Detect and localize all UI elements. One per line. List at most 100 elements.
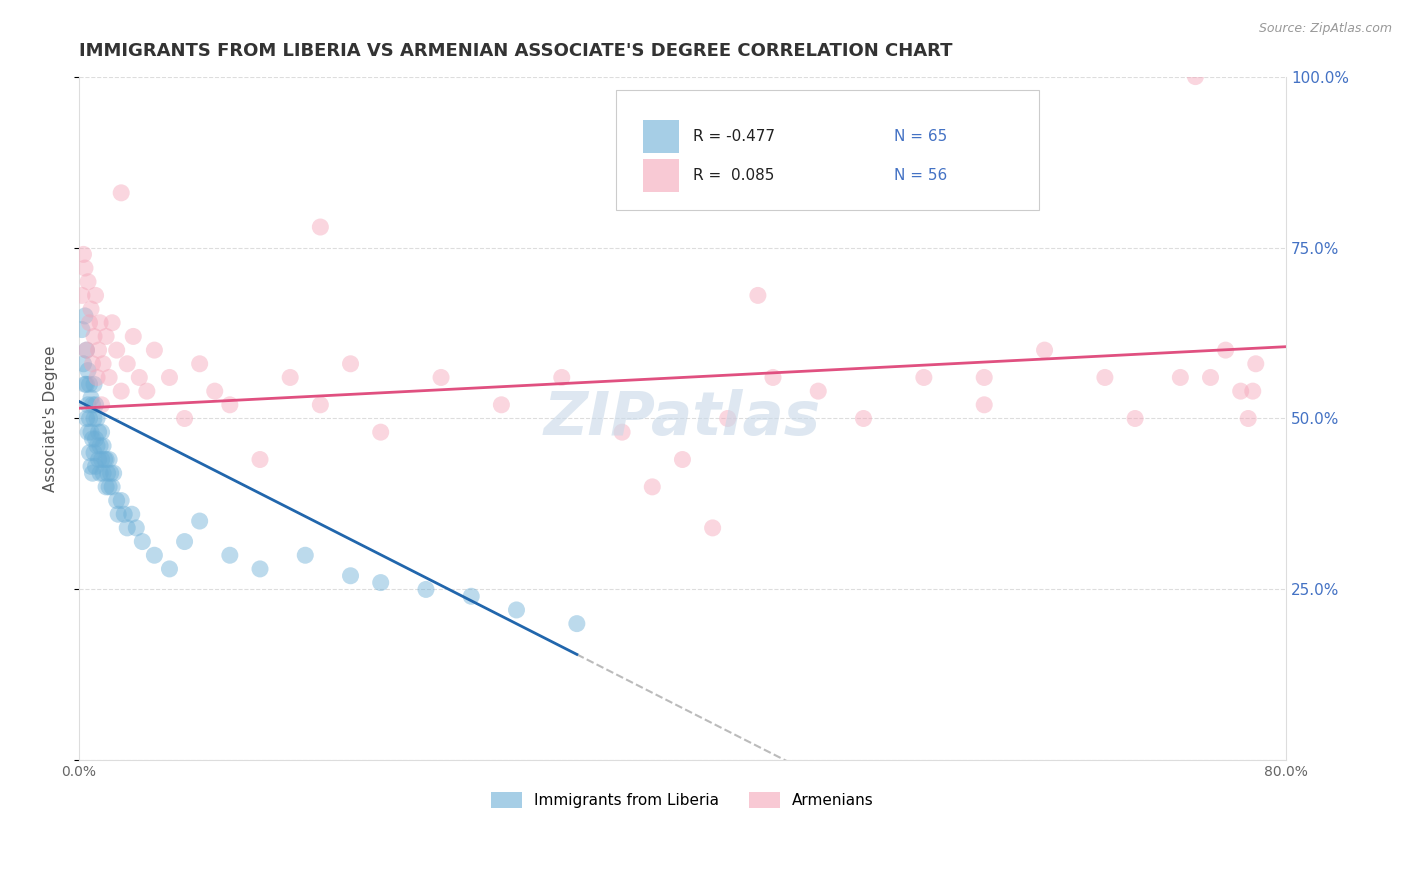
- Point: [188, 514, 211, 528]
- Point: [671, 452, 693, 467]
- Point: [115, 521, 138, 535]
- Point: [105, 493, 128, 508]
- Bar: [643, 160, 679, 192]
- Point: [339, 357, 361, 371]
- Point: [76, 411, 98, 425]
- Legend: Immigrants from Liberia, Armenians: Immigrants from Liberia, Armenians: [485, 786, 880, 814]
- Point: [110, 493, 132, 508]
- Point: [103, 466, 125, 480]
- Point: [84, 288, 107, 302]
- Point: [278, 370, 301, 384]
- Point: [1199, 370, 1222, 384]
- Point: [72, 357, 94, 371]
- Point: [76, 343, 98, 357]
- Point: [702, 521, 724, 535]
- Point: [107, 507, 129, 521]
- Point: [73, 261, 96, 276]
- Point: [93, 452, 115, 467]
- Point: [80, 302, 103, 317]
- Point: [1244, 357, 1267, 371]
- Point: [370, 425, 392, 439]
- Point: [249, 452, 271, 467]
- Point: [79, 316, 101, 330]
- Point: [89, 439, 111, 453]
- Point: [76, 343, 98, 357]
- Point: [100, 466, 122, 480]
- Point: [309, 398, 332, 412]
- Point: [430, 370, 453, 384]
- Point: [1094, 370, 1116, 384]
- Point: [135, 384, 157, 398]
- Point: [79, 445, 101, 459]
- Point: [415, 582, 437, 597]
- Point: [89, 466, 111, 480]
- Point: [77, 398, 100, 412]
- Point: [98, 370, 121, 384]
- Point: [1215, 343, 1237, 357]
- Point: [87, 425, 110, 439]
- Point: [460, 589, 482, 603]
- Point: [852, 411, 875, 425]
- Point: [105, 343, 128, 357]
- Point: [717, 411, 740, 425]
- Point: [159, 562, 181, 576]
- Point: [94, 329, 117, 343]
- Point: [131, 534, 153, 549]
- Point: [76, 377, 98, 392]
- Point: [83, 377, 105, 392]
- Point: [70, 288, 93, 302]
- Point: [83, 445, 105, 459]
- Point: [101, 316, 124, 330]
- Point: [82, 357, 104, 371]
- Point: [84, 459, 107, 474]
- Point: [86, 370, 108, 384]
- Point: [77, 275, 100, 289]
- Point: [1241, 384, 1264, 398]
- Point: [91, 466, 114, 480]
- Point: [73, 377, 96, 392]
- Point: [125, 521, 148, 535]
- Point: [91, 357, 114, 371]
- Point: [188, 357, 211, 371]
- Point: [83, 329, 105, 343]
- Point: [112, 507, 135, 521]
- Point: [173, 534, 195, 549]
- Point: [90, 398, 112, 412]
- Text: R = -0.477: R = -0.477: [693, 129, 775, 145]
- Point: [98, 452, 121, 467]
- Point: [339, 568, 361, 582]
- Point: [110, 384, 132, 398]
- Point: [762, 370, 785, 384]
- Point: [101, 480, 124, 494]
- Text: Source: ZipAtlas.com: Source: ZipAtlas.com: [1258, 22, 1392, 36]
- Point: [82, 466, 104, 480]
- Point: [565, 616, 588, 631]
- Point: [84, 432, 107, 446]
- Point: [218, 398, 240, 412]
- Point: [1184, 70, 1206, 84]
- Point: [82, 398, 104, 412]
- Point: [159, 370, 181, 384]
- Point: [747, 288, 769, 302]
- Point: [82, 432, 104, 446]
- Point: [86, 411, 108, 425]
- Point: [90, 452, 112, 467]
- Point: [94, 452, 117, 467]
- Text: N = 56: N = 56: [894, 169, 946, 183]
- Point: [218, 548, 240, 562]
- Point: [79, 377, 101, 392]
- Point: [1229, 384, 1251, 398]
- Point: [491, 398, 513, 412]
- Point: [309, 220, 332, 235]
- Point: [87, 452, 110, 467]
- Point: [249, 562, 271, 576]
- Point: [86, 439, 108, 453]
- Point: [87, 343, 110, 357]
- Point: [610, 425, 633, 439]
- Point: [77, 425, 100, 439]
- Point: [70, 323, 93, 337]
- Point: [90, 425, 112, 439]
- Point: [173, 411, 195, 425]
- Point: [1170, 370, 1192, 384]
- Point: [505, 603, 527, 617]
